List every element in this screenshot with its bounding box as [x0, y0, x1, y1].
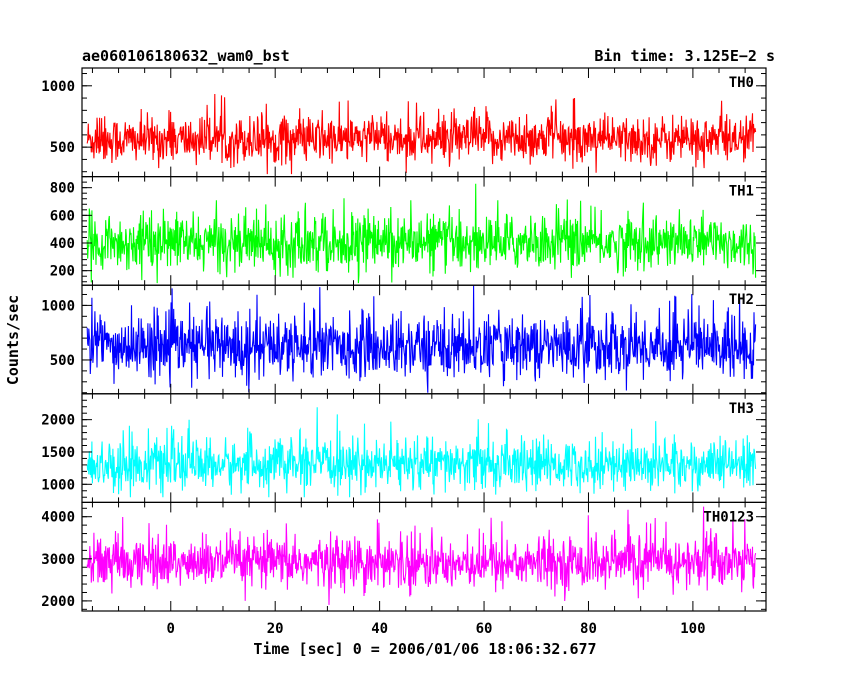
panel-label-th1: TH1	[729, 184, 754, 200]
y-tick-label: 2000	[41, 594, 75, 610]
x-axis: 0 20 40 60 80 100	[167, 621, 706, 637]
y-tick-label: 1000	[41, 79, 75, 95]
bin-time-label: Bin time: 3.125E−2 s	[594, 47, 775, 65]
panel-th0: 500 1000 TH0	[41, 67, 767, 178]
panel-th1: 200 400 600 800 TH1	[50, 176, 767, 286]
x-tick-label: 0	[167, 621, 175, 637]
y-tick-label: 400	[50, 236, 75, 252]
panel-th2: 500 1000 TH2	[41, 284, 767, 395]
x-tick-label: 80	[580, 621, 597, 637]
x-tick-label: 60	[476, 621, 493, 637]
panel-label-th0123: TH0123	[703, 509, 754, 525]
series-line-th0	[86, 93, 757, 175]
series-line-th1	[86, 183, 757, 284]
y-tick-label: 3000	[41, 552, 75, 568]
y-tick-label: 800	[50, 181, 75, 197]
x-tick-label: 100	[680, 621, 705, 637]
series-line-th2	[86, 285, 757, 393]
y-tick-label: 500	[50, 140, 75, 156]
panel-label-th2: TH2	[729, 292, 754, 308]
y-tick-label: 4000	[41, 510, 75, 526]
y-tick-label: 200	[50, 264, 75, 280]
x-tick-label: 20	[267, 621, 284, 637]
chart-title: ae060106180632_wam0_bst	[82, 47, 290, 65]
panel-th3: 1000 1500 2000 TH3	[41, 393, 767, 503]
panel-th0123: 2000 3000 4000 TH0123	[41, 501, 767, 612]
y-tick-label: 1000	[41, 298, 75, 314]
y-axis-label: Counts/sec	[4, 295, 22, 385]
panel-label-th0: TH0	[729, 75, 754, 91]
series-line-th3	[86, 407, 757, 498]
y-tick-label: 500	[50, 353, 75, 369]
series-line-th0123	[86, 506, 757, 605]
panel-label-th3: TH3	[729, 401, 754, 417]
y-tick-label: 2000	[41, 413, 75, 429]
panel-frame	[81, 501, 767, 612]
x-axis-label: Time [sec] 0 = 2006/01/06 18:06:32.677	[253, 640, 596, 658]
y-tick-label: 1500	[41, 445, 75, 461]
y-tick-label: 600	[50, 208, 75, 224]
x-tick-label: 40	[371, 621, 388, 637]
y-tick-label: 1000	[41, 477, 75, 493]
